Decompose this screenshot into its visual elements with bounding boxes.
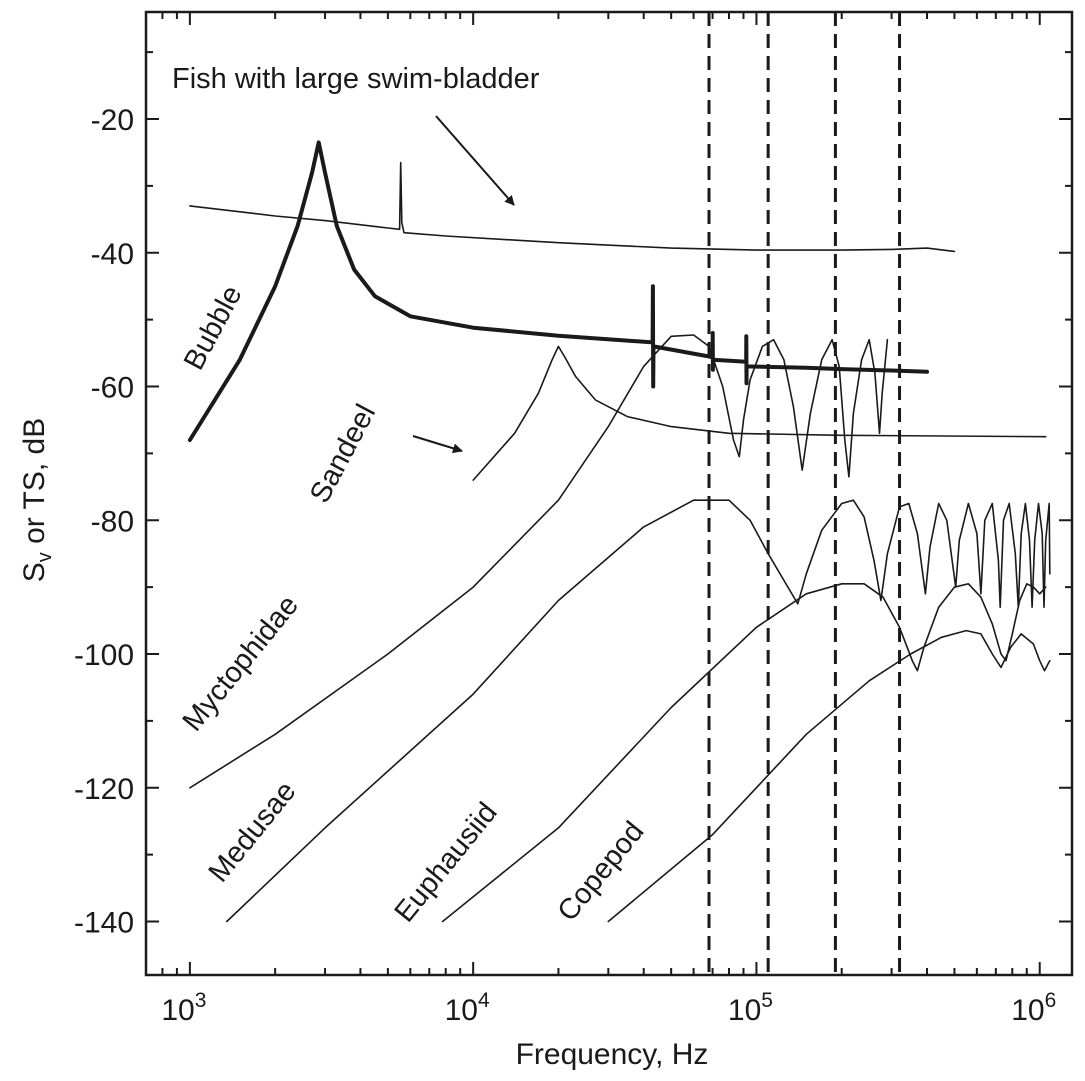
y-tick-label: -140 (74, 907, 134, 940)
y-tick-label: -40 (91, 238, 134, 271)
x-tick-label-exponent: 5 (761, 989, 773, 1012)
y-tick-label: -100 (74, 639, 134, 672)
y-axis-title: Sv or TS, dB (18, 418, 56, 583)
label-myctophidae: Myctophidae (177, 589, 305, 737)
y-tick-label: -120 (74, 773, 134, 806)
x-tick-label-base: 10 (445, 994, 478, 1027)
x-tick-label-base: 10 (1011, 994, 1044, 1027)
series-copepod (607, 629, 1051, 923)
tick-marks (145, 12, 1072, 975)
arrow-sandeel (412, 435, 463, 454)
x-tick-label: 105 (728, 989, 773, 1027)
series-bubble (187, 140, 929, 442)
y-tick-label: -60 (91, 372, 134, 405)
x-tick-label-base: 10 (161, 994, 194, 1027)
annotations: Fish with large swim-bladder Bubble Sand… (172, 63, 651, 928)
x-tick-label-base: 10 (728, 994, 761, 1027)
x-tick-label-exponent: 3 (195, 989, 207, 1012)
x-tick-label: 104 (445, 989, 490, 1027)
x-tick-label-exponent: 6 (1045, 989, 1057, 1012)
series-euphausiid (441, 583, 1047, 923)
x-tick-label: 106 (1011, 989, 1056, 1027)
label-sandeel: Sandeel (304, 399, 382, 508)
y-tick-label: -20 (91, 104, 134, 137)
y-axis-title-base: S (18, 562, 51, 582)
x-axis-title: Frequency, Hz (516, 1038, 709, 1071)
series-fish-with-large-swim-bladder (189, 161, 956, 253)
x-tick-label-exponent: 4 (478, 989, 490, 1012)
series-medusae (226, 499, 1051, 923)
y-tick-label: -80 (91, 505, 134, 538)
y-axis-title-rest: or TS, dB (18, 418, 51, 553)
label-medusae: Medusae (203, 776, 303, 889)
series-lines (187, 140, 1051, 923)
label-fish: Fish with large swim-bladder (172, 63, 540, 95)
arrow-fish (435, 115, 515, 206)
label-copepod: Copepod (552, 816, 651, 928)
y-axis-title-sub: v (34, 552, 56, 562)
series-myctophidae (189, 334, 889, 789)
label-euphausiid: Euphausiid (389, 797, 504, 929)
dashed-reference-lines (707, 12, 902, 975)
x-tick-label: 103 (161, 989, 206, 1027)
series-sandeel (472, 345, 1047, 481)
plot-frame (144, 10, 1074, 977)
